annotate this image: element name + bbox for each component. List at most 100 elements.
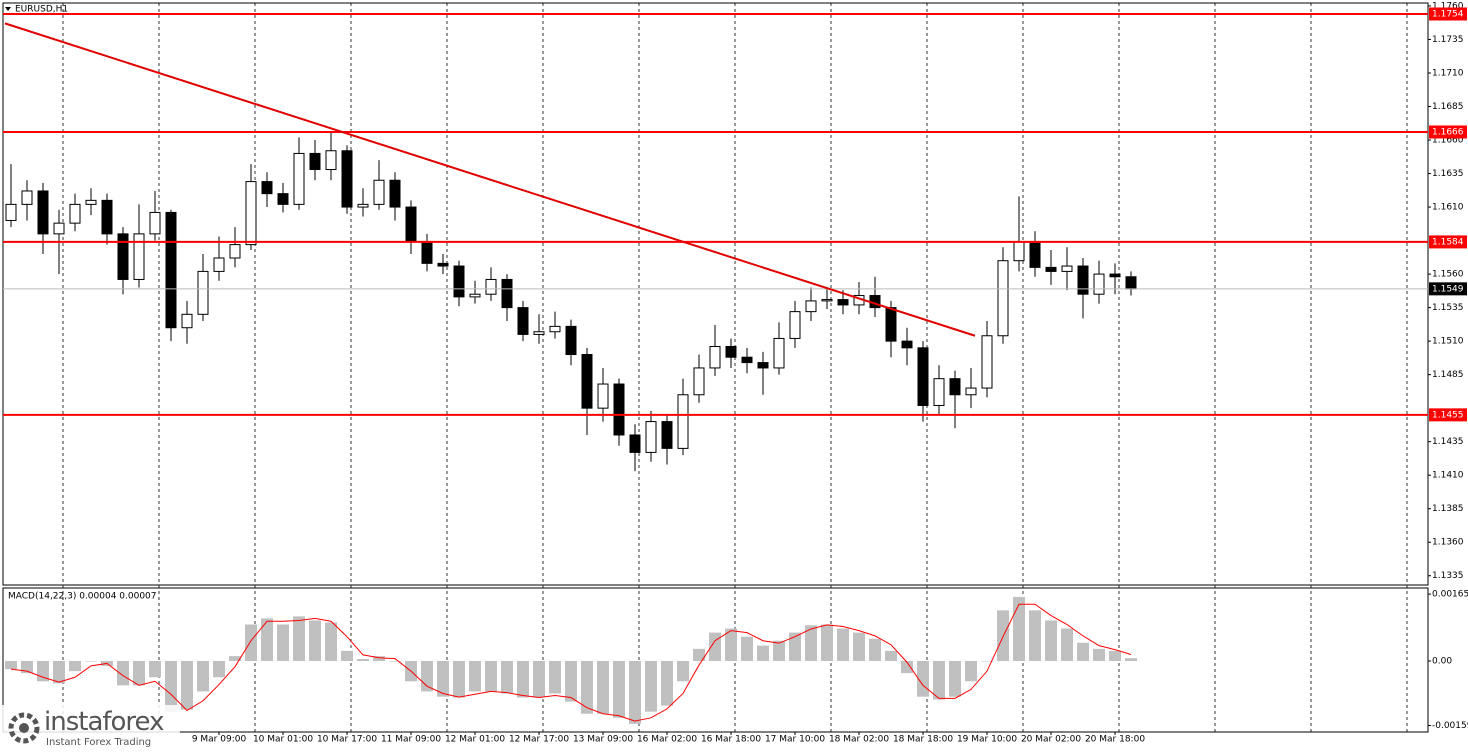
y-tick-label: 0.00: [1432, 657, 1452, 667]
histogram-bar: [1029, 610, 1041, 662]
candle-body: [901, 340, 913, 349]
candle-body: [181, 313, 193, 329]
candle-body: [629, 434, 641, 453]
histogram-bar: [837, 628, 849, 662]
candle-body: [149, 211, 161, 235]
candle-body: [565, 325, 577, 356]
histogram-bar: [709, 632, 721, 662]
histogram-bar: [1125, 658, 1137, 662]
histogram-bar: [661, 661, 673, 706]
histogram-bar: [693, 648, 705, 662]
candle-body: [197, 270, 209, 315]
histogram-bar: [789, 632, 801, 662]
histogram-bar: [629, 661, 641, 724]
candle-body: [725, 345, 737, 358]
macd-panel: [2, 587, 1429, 733]
histogram-bar: [517, 661, 529, 698]
candle-body: [661, 421, 673, 449]
trendline: [4, 22, 976, 337]
x-tick-label: 13 Mar 09:00: [573, 735, 633, 745]
candle-body: [821, 299, 833, 302]
candle-body: [1093, 273, 1105, 295]
candle-body: [69, 203, 81, 224]
histogram-bar: [1013, 596, 1025, 662]
histogram-bar: [805, 625, 817, 662]
histogram-bar: [69, 661, 81, 672]
candle-body: [645, 421, 657, 453]
candle-body: [357, 203, 369, 208]
histogram-bar: [453, 661, 465, 698]
y-tick-label: 1.1485: [1432, 370, 1464, 380]
histogram-bar: [581, 661, 593, 714]
histogram-bar: [293, 616, 305, 662]
candle-body: [885, 307, 897, 342]
candle-body: [741, 356, 753, 364]
symbol-menu-icon: [5, 7, 11, 11]
histogram-bar: [197, 661, 209, 692]
x-tick-label: 16 Mar 18:00: [701, 735, 761, 745]
candle-body: [341, 150, 353, 208]
y-tick-label: 1.1660: [1432, 136, 1464, 146]
candle-body: [389, 179, 401, 208]
candle-body: [245, 181, 257, 246]
histogram-bar: [213, 661, 225, 678]
histogram-bar: [853, 632, 865, 662]
histogram-bar: [1045, 620, 1057, 662]
histogram-bar: [341, 650, 353, 662]
candle-body: [277, 193, 289, 205]
level-label: 1.1666: [1432, 127, 1464, 137]
candle-body: [597, 383, 609, 409]
histogram-bar: [245, 624, 257, 662]
x-tick-label: 11 Mar 09:00: [381, 735, 441, 745]
y-tick-label: -0.00159: [1432, 721, 1468, 731]
y-tick-label: 1.1435: [1432, 437, 1464, 447]
x-tick-label: 10 Mar 01:00: [253, 735, 313, 745]
y-tick-label: 1.1560: [1432, 270, 1464, 280]
histogram-bar: [901, 661, 913, 674]
x-tick-label: 18 Mar 02:00: [829, 735, 889, 745]
level-label: 1.1455: [1432, 410, 1464, 420]
candle-body: [5, 203, 17, 221]
candle-body: [805, 300, 817, 313]
histogram-bar: [677, 661, 689, 682]
level-box: [1429, 408, 1467, 422]
y-tick-label: 1.1360: [1432, 538, 1464, 548]
histogram-bar: [53, 661, 65, 684]
level-label: 1.1754: [1432, 9, 1464, 19]
candle-body: [981, 335, 993, 389]
y-tick-label: 1.1710: [1432, 68, 1464, 78]
level-box: [1429, 125, 1467, 139]
histogram-bar: [277, 624, 289, 662]
level-label: 1.1584: [1432, 237, 1464, 247]
histogram-bar: [933, 661, 945, 700]
candle-body: [117, 233, 129, 280]
candle-body: [453, 265, 465, 298]
histogram-bar: [965, 661, 977, 682]
candle-body: [581, 354, 593, 409]
histogram-bar: [949, 661, 961, 697]
histogram-bar: [117, 661, 129, 686]
candle-body: [1077, 265, 1089, 295]
candle-body: [309, 152, 321, 171]
histogram-bar: [549, 661, 561, 694]
candle-body: [693, 367, 705, 396]
y-tick-label: 1.1335: [1432, 571, 1464, 581]
candle-body: [965, 387, 977, 396]
histogram-bar: [757, 645, 769, 662]
histogram-bar: [5, 661, 17, 670]
x-tick-label: 20 Mar 02:00: [1021, 735, 1081, 745]
histogram-bar: [309, 620, 321, 662]
candle-body: [469, 293, 481, 298]
histogram-bar: [869, 638, 881, 662]
histogram-bar: [437, 661, 449, 697]
current-price-label: 1.1549: [1432, 284, 1464, 294]
macd-title: MACD(14,22,3) 0.00004 0.00007: [8, 592, 157, 602]
candle-body: [837, 299, 849, 306]
histogram-bar: [741, 636, 753, 662]
candle-body: [949, 378, 961, 396]
candle-body: [917, 347, 929, 406]
candle-body: [1061, 265, 1073, 272]
histogram-bar: [181, 661, 193, 710]
